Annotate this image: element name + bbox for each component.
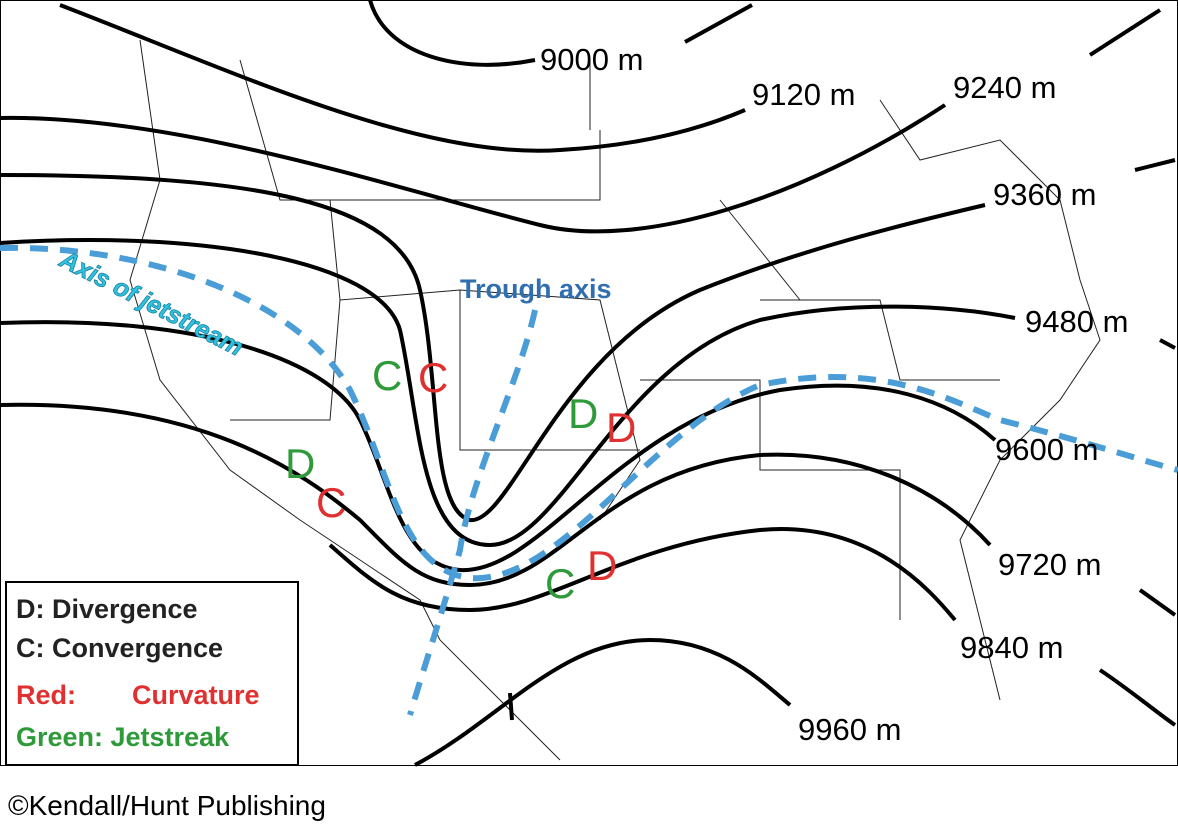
legend: D: Divergence C: Convergence Red: Curvat… <box>5 581 299 766</box>
contour-label: 9600 m <box>995 432 1098 467</box>
markers: C C D C D D C D <box>285 352 636 607</box>
legend-entry: Green: Jetstreak <box>16 722 230 752</box>
copyright: ©Kendall/Hunt Publishing <box>8 790 326 821</box>
marker: C <box>372 352 402 399</box>
legend-entry: Red: <box>16 680 76 710</box>
contour-label: 9240 m <box>953 70 1056 105</box>
contour-label: 9840 m <box>960 630 1063 665</box>
marker: C <box>418 354 448 401</box>
legend-entry: D: Divergence <box>16 594 198 624</box>
contour-labels: 9000 m 9120 m 9240 m 9360 m 9480 m 9600 … <box>540 42 1128 747</box>
contour-label: 9120 m <box>752 77 855 112</box>
marker: C <box>316 479 346 526</box>
contour-label: 9360 m <box>993 177 1096 212</box>
marker: D <box>285 440 315 487</box>
marker: D <box>606 404 636 451</box>
contour-label: 9960 m <box>798 712 901 747</box>
jetstream-axis <box>0 244 1178 582</box>
contour-label: 9720 m <box>998 547 1101 582</box>
contour-label: 9000 m <box>540 42 643 77</box>
legend-entry: C: Convergence <box>16 633 223 663</box>
marker: D <box>587 542 617 589</box>
trough-axis <box>407 309 538 716</box>
marker: D <box>568 390 598 437</box>
contour-label: 9480 m <box>1025 304 1128 339</box>
trough-label: Trough axis <box>460 274 612 304</box>
legend-box <box>5 581 299 766</box>
legend-entry: Curvature <box>132 680 260 710</box>
marker: C <box>545 560 575 607</box>
contours <box>0 0 1177 767</box>
